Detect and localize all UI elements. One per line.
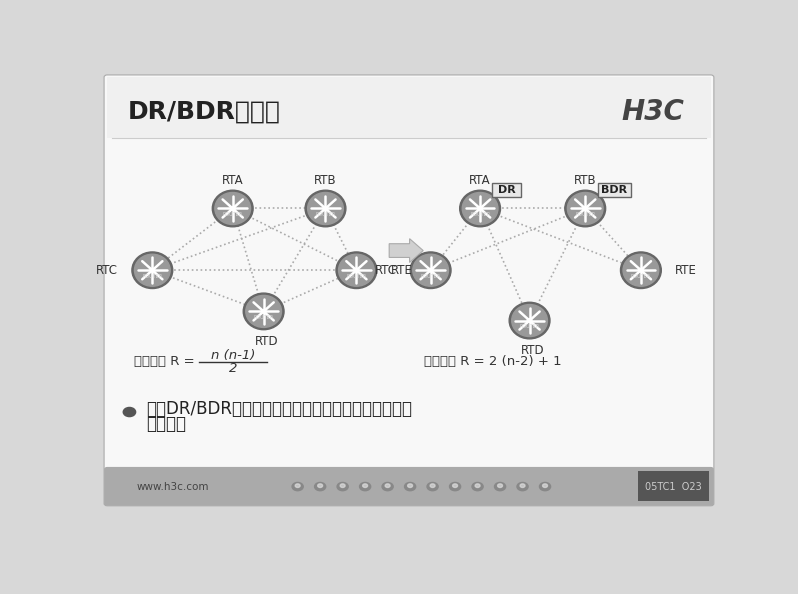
Circle shape (472, 482, 483, 491)
Circle shape (583, 207, 587, 210)
Ellipse shape (413, 254, 448, 286)
Circle shape (382, 482, 393, 491)
Ellipse shape (509, 302, 550, 339)
Circle shape (340, 484, 345, 488)
Circle shape (452, 484, 457, 488)
Text: RTA: RTA (469, 173, 491, 187)
FancyBboxPatch shape (107, 77, 711, 138)
Ellipse shape (336, 252, 377, 289)
Circle shape (430, 484, 435, 488)
Text: RTD: RTD (521, 344, 544, 357)
Text: H3C: H3C (622, 97, 684, 125)
Text: ROUTER: ROUTER (470, 213, 490, 217)
Circle shape (495, 482, 506, 491)
Text: ROUTER: ROUTER (315, 213, 335, 217)
Circle shape (449, 482, 460, 491)
FancyBboxPatch shape (598, 184, 631, 197)
Ellipse shape (307, 192, 343, 225)
Text: ROUTER: ROUTER (346, 274, 366, 279)
Text: ROUTER: ROUTER (142, 274, 162, 279)
Circle shape (318, 484, 322, 488)
Text: 05TC1  O23: 05TC1 O23 (646, 482, 702, 492)
Circle shape (498, 484, 503, 488)
Text: 邻接关系 R = 2 (n-2) + 1: 邻接关系 R = 2 (n-2) + 1 (425, 355, 562, 368)
Circle shape (475, 484, 480, 488)
Ellipse shape (212, 190, 253, 227)
Text: ROUTER: ROUTER (223, 213, 243, 217)
Text: ROUTER: ROUTER (575, 213, 595, 217)
Text: RTE: RTE (390, 264, 413, 277)
Text: n (n-1): n (n-1) (211, 349, 255, 362)
Ellipse shape (462, 192, 498, 225)
FancyBboxPatch shape (104, 467, 714, 506)
Text: ROUTER: ROUTER (421, 274, 440, 279)
Circle shape (354, 268, 359, 272)
Circle shape (478, 207, 483, 210)
Text: 2: 2 (228, 362, 237, 375)
Text: RTC: RTC (374, 264, 397, 277)
Text: 关系数量: 关系数量 (146, 415, 186, 434)
Circle shape (427, 482, 438, 491)
Text: DR: DR (498, 185, 516, 195)
Ellipse shape (243, 293, 284, 330)
FancyBboxPatch shape (638, 472, 709, 501)
Circle shape (261, 309, 266, 313)
Circle shape (520, 484, 525, 488)
Text: 采用DR/BDR建立邻接关系，可以降低需要维护的邻接: 采用DR/BDR建立邻接关系，可以降低需要维护的邻接 (146, 400, 412, 418)
Ellipse shape (338, 254, 374, 286)
Circle shape (123, 407, 136, 416)
Text: RTD: RTD (255, 334, 279, 347)
Circle shape (408, 484, 413, 488)
Text: RTA: RTA (222, 173, 243, 187)
Circle shape (231, 207, 235, 210)
Circle shape (295, 484, 300, 488)
Circle shape (638, 268, 643, 272)
Circle shape (337, 482, 348, 491)
Circle shape (517, 482, 528, 491)
FancyBboxPatch shape (104, 75, 714, 506)
Text: RTE: RTE (675, 264, 697, 277)
Circle shape (314, 482, 326, 491)
Text: BDR: BDR (601, 185, 627, 195)
Circle shape (543, 484, 547, 488)
Ellipse shape (215, 192, 251, 225)
Circle shape (150, 268, 155, 272)
Ellipse shape (512, 305, 547, 337)
Ellipse shape (305, 190, 346, 227)
Text: ROUTER: ROUTER (631, 274, 651, 279)
FancyArrow shape (389, 239, 423, 263)
Circle shape (405, 482, 416, 491)
Circle shape (292, 482, 303, 491)
Text: RTC: RTC (97, 264, 118, 277)
Circle shape (539, 482, 551, 491)
Ellipse shape (134, 254, 170, 286)
Text: ROUTER: ROUTER (519, 324, 539, 330)
Circle shape (362, 484, 368, 488)
Ellipse shape (460, 190, 500, 227)
Ellipse shape (132, 252, 172, 289)
Text: ROUTER: ROUTER (254, 315, 274, 320)
FancyBboxPatch shape (492, 184, 521, 197)
Ellipse shape (410, 252, 451, 289)
Text: RTB: RTB (574, 173, 597, 187)
Ellipse shape (623, 254, 659, 286)
Circle shape (360, 482, 371, 491)
Ellipse shape (565, 190, 606, 227)
Ellipse shape (567, 192, 603, 225)
Circle shape (429, 268, 433, 272)
Circle shape (385, 484, 390, 488)
Ellipse shape (246, 295, 282, 327)
Circle shape (323, 207, 328, 210)
Circle shape (527, 319, 532, 323)
Text: RTB: RTB (314, 173, 337, 187)
Ellipse shape (621, 252, 662, 289)
Text: DR/BDR的选举: DR/BDR的选举 (128, 100, 280, 124)
Text: www.h3c.com: www.h3c.com (137, 482, 209, 492)
Text: 邻接关系 R =: 邻接关系 R = (134, 355, 195, 368)
